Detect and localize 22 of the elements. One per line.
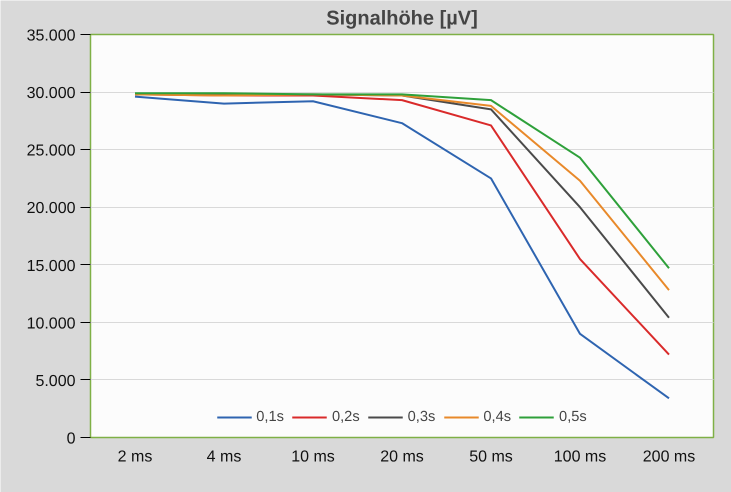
x-tick-label: 4 ms: [206, 448, 242, 466]
line-series: [134, 96, 670, 400]
x-tick-label: 2 ms: [118, 448, 152, 466]
y-tick-label: 0: [66, 430, 76, 448]
y-tick-label: 5.000: [35, 372, 76, 390]
y-tick-label: 35.000: [26, 28, 76, 44]
x-tick-label: 100 ms: [554, 448, 606, 466]
legend-label: 0,1s: [256, 409, 284, 425]
x-tick-label: 50 ms: [469, 448, 513, 466]
x-tick-label: 20 ms: [380, 448, 424, 466]
legend-label: 0,5s: [559, 409, 587, 425]
y-tick-label: 20.000: [26, 200, 76, 218]
y-tick-label: 15.000: [26, 258, 76, 275]
y-tick-label: 30.000: [26, 85, 76, 102]
legend-label: 0,2s: [332, 409, 360, 425]
x-tick-label: 10 ms: [291, 448, 335, 466]
chart-title: Signalhöhe [µV]: [326, 8, 478, 30]
legend-label: 0,3s: [408, 409, 436, 425]
y-tick-label: 25.000: [26, 142, 76, 160]
legend-label: 0,4s: [483, 409, 512, 425]
y-tick-label: 10.000: [26, 315, 76, 332]
x-tick-label: 200 ms: [642, 448, 696, 466]
